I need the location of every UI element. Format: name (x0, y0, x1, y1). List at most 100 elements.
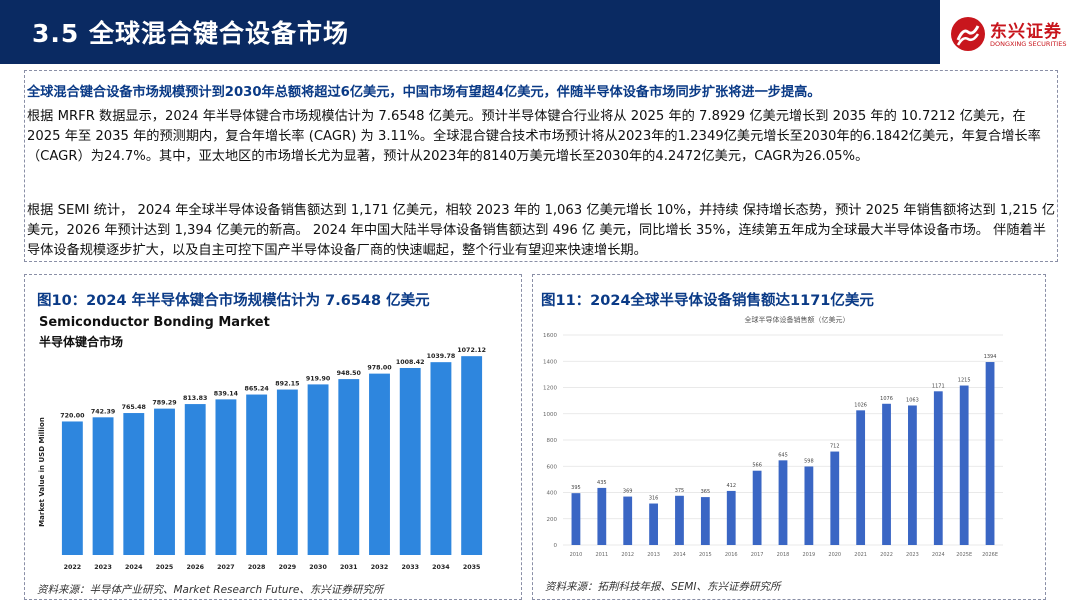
chart1-x-tick: 2024 (125, 564, 143, 571)
chart2-x-tick: 2011 (595, 552, 608, 558)
chart2-y-tick: 600 (547, 464, 558, 470)
chart1-data-label: 865.24 (244, 386, 269, 393)
chart2-data-label: 598 (804, 459, 814, 465)
chart1-data-label: 948.50 (337, 370, 362, 377)
chart1-x-tick: 2031 (340, 564, 358, 571)
chart2-bar-2013 (649, 503, 658, 545)
chart2-x-tick: 2024 (932, 552, 945, 558)
chart1-x-tick: 2034 (432, 564, 450, 571)
chart1-data-label: 839.14 (214, 390, 239, 397)
chart2-bar-2021 (856, 410, 866, 545)
chart2-bar-2020 (830, 451, 840, 545)
chart2-data-label: 365 (701, 489, 711, 495)
chart2-x-tick: 2014 (673, 552, 686, 558)
chart1-data-label: 742.39 (91, 408, 115, 415)
chart2-x-tick: 2019 (803, 552, 816, 558)
chart1-x-tick: 2027 (217, 564, 235, 571)
chart2-x-tick: 2026E (982, 552, 998, 558)
chart2-x-tick: 2010 (570, 552, 583, 558)
chart1-x-tick: 2035 (463, 564, 481, 571)
summary-paragraph-2: 根据 SEMI 统计， 2024 年全球半导体设备销售额达到 1,171 亿美元… (27, 203, 1056, 258)
chart1-data-label: 789.29 (152, 400, 176, 407)
chart1-x-tick: 2022 (64, 564, 82, 571)
chart2-x-tick: 2023 (906, 552, 919, 558)
chart2-y-tick: 800 (547, 438, 558, 444)
chart2-y-tick: 1600 (543, 333, 557, 339)
chart2-data-label: 1171 (932, 383, 945, 389)
chart2-x-tick: 2022 (880, 552, 893, 558)
figure11-source: 资料来源：拓荆科技年报、SEMI、东兴证券研究所 (545, 581, 781, 593)
chart1-title: Semiconductor Bonding Market (39, 315, 270, 330)
chart2-bar-2010 (571, 493, 581, 545)
figure10-caption: 图10：2024 年半导体键合市场规模估计为 7.6548 亿美元 (37, 293, 430, 309)
chart2-bar-2019 (804, 466, 814, 545)
chart2-bar-2011 (597, 487, 607, 545)
chart1-data-label: 720.00 (60, 412, 85, 419)
chart2-bar-2023 (908, 405, 917, 545)
chart1-data-label: 1039.78 (427, 353, 456, 360)
chart2-x-tick: 2020 (828, 552, 841, 558)
chart1-bar-2035 (461, 356, 483, 555)
chart2-x-tick: 2021 (854, 552, 867, 558)
chart1-y-axis-label: Market Value in USD Million (38, 417, 46, 527)
chart1-bar-2023 (92, 417, 114, 555)
chart2-bar-2024 (933, 391, 943, 545)
chart2-bar-2017 (752, 470, 762, 545)
chart1-data-label: 765.48 (122, 404, 146, 411)
chart2-y-tick: 1400 (543, 359, 557, 365)
chart1-x-tick: 2030 (309, 564, 327, 571)
chart2-data-label: 645 (778, 452, 788, 458)
chart2-data-label: 566 (752, 463, 762, 469)
chart1-data-label: 1072.12 (457, 347, 486, 354)
header-bar: 3.5 全球混合键合设备市场 (0, 0, 940, 64)
chart1-x-tick: 2033 (401, 564, 419, 571)
chart1-bar-2022 (61, 421, 83, 555)
chart1-bar-2029 (276, 389, 298, 555)
chart1-bar-2030 (307, 384, 329, 555)
chart2-data-label: 412 (726, 483, 736, 489)
chart2-data-label: 712 (830, 444, 840, 450)
chart2-x-tick: 2025E (956, 552, 972, 558)
chart2-x-tick: 2015 (699, 552, 712, 558)
chart1-data-label: 892.15 (275, 381, 299, 388)
chart2-data-label: 1063 (906, 397, 919, 403)
company-logo: 东兴证券 DONGXING SECURITIES (950, 14, 1066, 54)
chart1-x-tick: 2028 (248, 564, 266, 571)
chart1-bar-2025 (154, 408, 175, 555)
chart2-bar-2022 (882, 403, 891, 545)
chart2-data-label: 1026 (854, 402, 867, 408)
chart2-data-label: 375 (675, 488, 685, 494)
chart2-bar-2016 (726, 490, 736, 545)
chart2-x-tick: 2017 (751, 552, 764, 558)
bonding-market-chart: Semiconductor Bonding Market 半导体键合市场 Mar… (38, 315, 486, 571)
chart2-y-tick: 200 (547, 517, 558, 523)
dongxing-logo-icon (951, 17, 985, 51)
chart2-bar-2018 (778, 460, 788, 545)
summary-box: 全球混合键合设备市场规模预计到2030年总额将超过6亿美元，中国市场有望超4亿美… (24, 70, 1058, 262)
chart2-x-tick: 2012 (621, 552, 634, 558)
summary-headline: 全球混合键合设备市场规模预计到2030年总额将超过6亿美元，中国市场有望超4亿美… (27, 85, 821, 100)
page-title: 3.5 全球混合键合设备市场 (32, 19, 349, 48)
chart1-bar-2024 (123, 413, 145, 555)
chart2-bar-2014 (675, 495, 684, 545)
chart2-data-label: 1394 (984, 354, 997, 360)
chart2-x-tick: 2013 (647, 552, 660, 558)
chart1-subtitle: 半导体键合市场 (39, 334, 123, 349)
chart2-y-tick: 1200 (543, 386, 557, 392)
chart2-title: 全球半导体设备销售额（亿美元） (745, 315, 850, 324)
chart2-data-label: 1215 (958, 378, 971, 384)
chart2-data-label: 435 (597, 480, 607, 486)
chart1-data-label: 978.00 (367, 365, 392, 372)
chart1-x-tick: 2032 (371, 564, 389, 571)
chart2-y-tick: 400 (547, 491, 558, 497)
figure11-panel: 图11：2024全球半导体设备销售额达1171亿美元 全球半导体设备销售额（亿美… (532, 274, 1046, 600)
chart1-data-label: 813.83 (183, 395, 207, 402)
chart2-data-label: 369 (623, 489, 633, 495)
chart1-bar-2034 (430, 362, 452, 555)
chart2-bar-2026E (985, 362, 995, 545)
chart1-x-tick: 2029 (279, 564, 297, 571)
equipment-sales-chart: 全球半导体设备销售额（亿美元） 0 200 400 600 800 1000 1200 140… (543, 315, 1003, 558)
chart1-bar-2028 (246, 394, 268, 555)
chart2-bar-2025E (959, 385, 969, 545)
figure11-caption: 图11：2024全球半导体设备销售额达1171亿美元 (541, 293, 874, 309)
